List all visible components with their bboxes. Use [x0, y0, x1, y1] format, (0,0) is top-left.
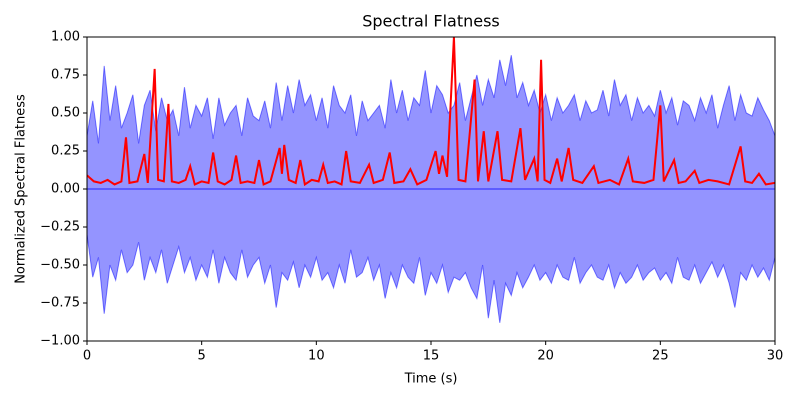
x-tick-label: 5: [198, 349, 206, 364]
x-tick-label: 10: [308, 349, 325, 364]
waveform-envelope: [87, 188, 775, 323]
y-tick-label: −0.75: [40, 296, 80, 311]
y-tick-label: 0.75: [51, 68, 80, 83]
x-axis-label: Time (s): [404, 372, 458, 387]
x-tick-label: 15: [423, 349, 440, 364]
y-axis-label: Normalized Spectral Flatness: [14, 94, 29, 284]
y-tick-label: 0.25: [51, 144, 80, 159]
y-tick-label: −0.25: [40, 220, 80, 235]
x-tick-label: 30: [767, 349, 784, 364]
y-tick-label: −1.00: [40, 334, 80, 349]
chart-title: Spectral Flatness: [362, 12, 500, 31]
x-tick-label: 20: [537, 349, 554, 364]
x-tick-label: 25: [652, 349, 669, 364]
x-tick-label: 0: [83, 349, 91, 364]
y-tick-label: 0.50: [51, 106, 80, 121]
y-tick-label: −0.50: [40, 258, 80, 273]
waveform-envelope: [87, 55, 775, 190]
flatness-line: [87, 37, 775, 187]
y-tick-label: 0.00: [51, 182, 80, 197]
y-tick-label: 1.00: [51, 30, 80, 45]
